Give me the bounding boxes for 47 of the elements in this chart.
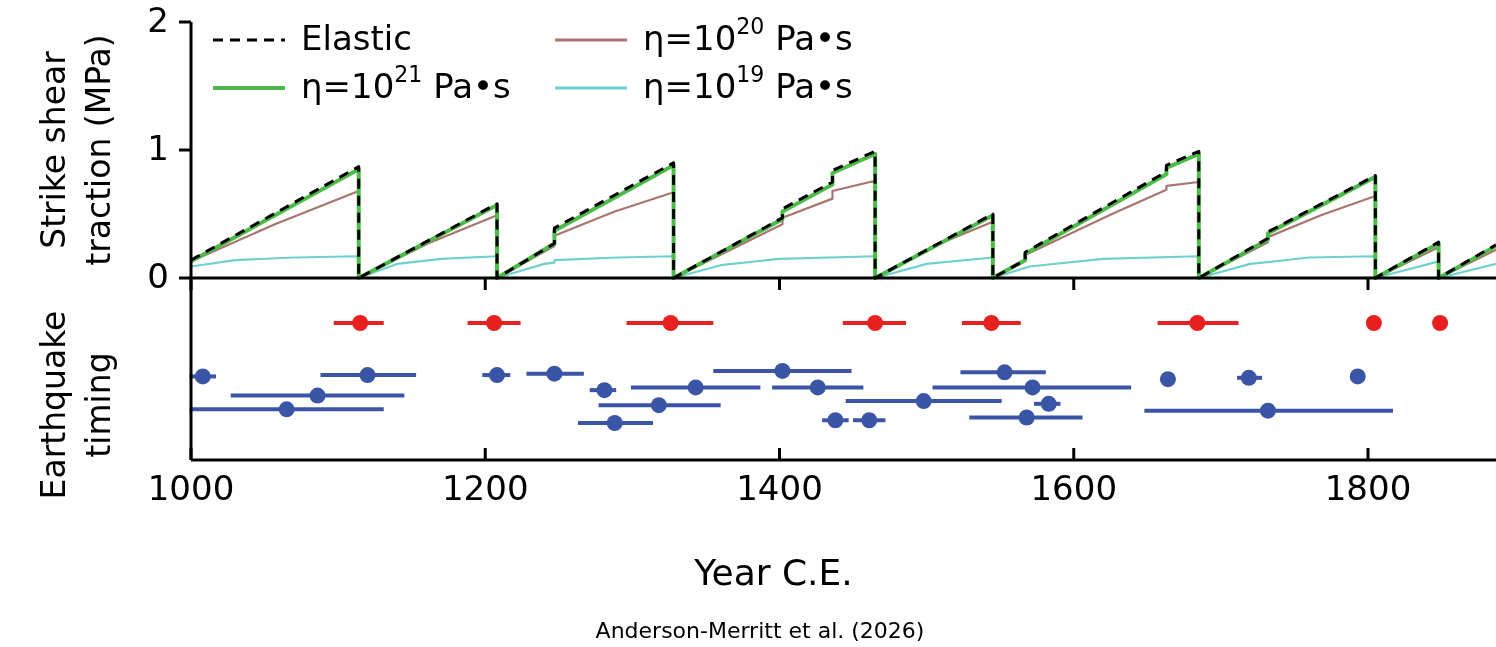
y-axis-title: Strike shear traction (MPa) bbox=[33, 34, 118, 266]
point bbox=[1365, 315, 1382, 331]
y-tick-label: 0 bbox=[147, 255, 169, 296]
point bbox=[774, 362, 791, 379]
point bbox=[606, 415, 623, 432]
point bbox=[1259, 402, 1276, 419]
y-tick-label: 1 bbox=[147, 127, 169, 168]
x-tick-label: 1600 bbox=[1030, 468, 1118, 508]
point bbox=[861, 412, 878, 429]
point bbox=[650, 397, 667, 414]
point bbox=[278, 401, 295, 418]
x-tick-label: 1200 bbox=[441, 468, 529, 508]
point bbox=[309, 387, 326, 404]
legend-label: Elastic bbox=[301, 17, 412, 58]
point bbox=[809, 379, 826, 396]
point bbox=[359, 367, 376, 384]
y-tick-label: 2 bbox=[147, 0, 169, 40]
point bbox=[194, 368, 211, 385]
point bbox=[1349, 368, 1366, 385]
point bbox=[827, 412, 844, 429]
text: Anderson-Merritt et al. (2026) bbox=[595, 618, 925, 643]
point bbox=[662, 315, 679, 331]
legend-label: η=10$^{20}$ Pa•s bbox=[643, 12, 853, 58]
point bbox=[489, 367, 506, 384]
point bbox=[596, 382, 613, 399]
x-tick-label: 1400 bbox=[736, 468, 823, 508]
point bbox=[996, 364, 1013, 381]
point bbox=[983, 315, 1000, 331]
point bbox=[1432, 315, 1449, 331]
legend-label: η=10$^{19}$ Pa•s bbox=[643, 60, 853, 106]
point bbox=[867, 315, 884, 331]
point bbox=[486, 315, 503, 331]
x-tick-label: 1000 bbox=[147, 468, 235, 508]
point bbox=[1189, 315, 1206, 331]
point bbox=[1159, 371, 1176, 388]
point bbox=[915, 393, 932, 410]
legend-label: η=10$^{21}$ Pa•s bbox=[301, 60, 511, 106]
point bbox=[546, 365, 563, 382]
point bbox=[1024, 379, 1041, 396]
point bbox=[1240, 369, 1257, 386]
y-axis-title: Earthquake timing bbox=[33, 310, 118, 500]
point bbox=[352, 315, 369, 331]
x-axis-title: Year C.E. bbox=[693, 552, 853, 593]
point bbox=[687, 379, 704, 396]
point bbox=[1018, 409, 1035, 426]
x-tick-label: 1800 bbox=[1324, 468, 1412, 508]
point bbox=[1040, 395, 1057, 412]
